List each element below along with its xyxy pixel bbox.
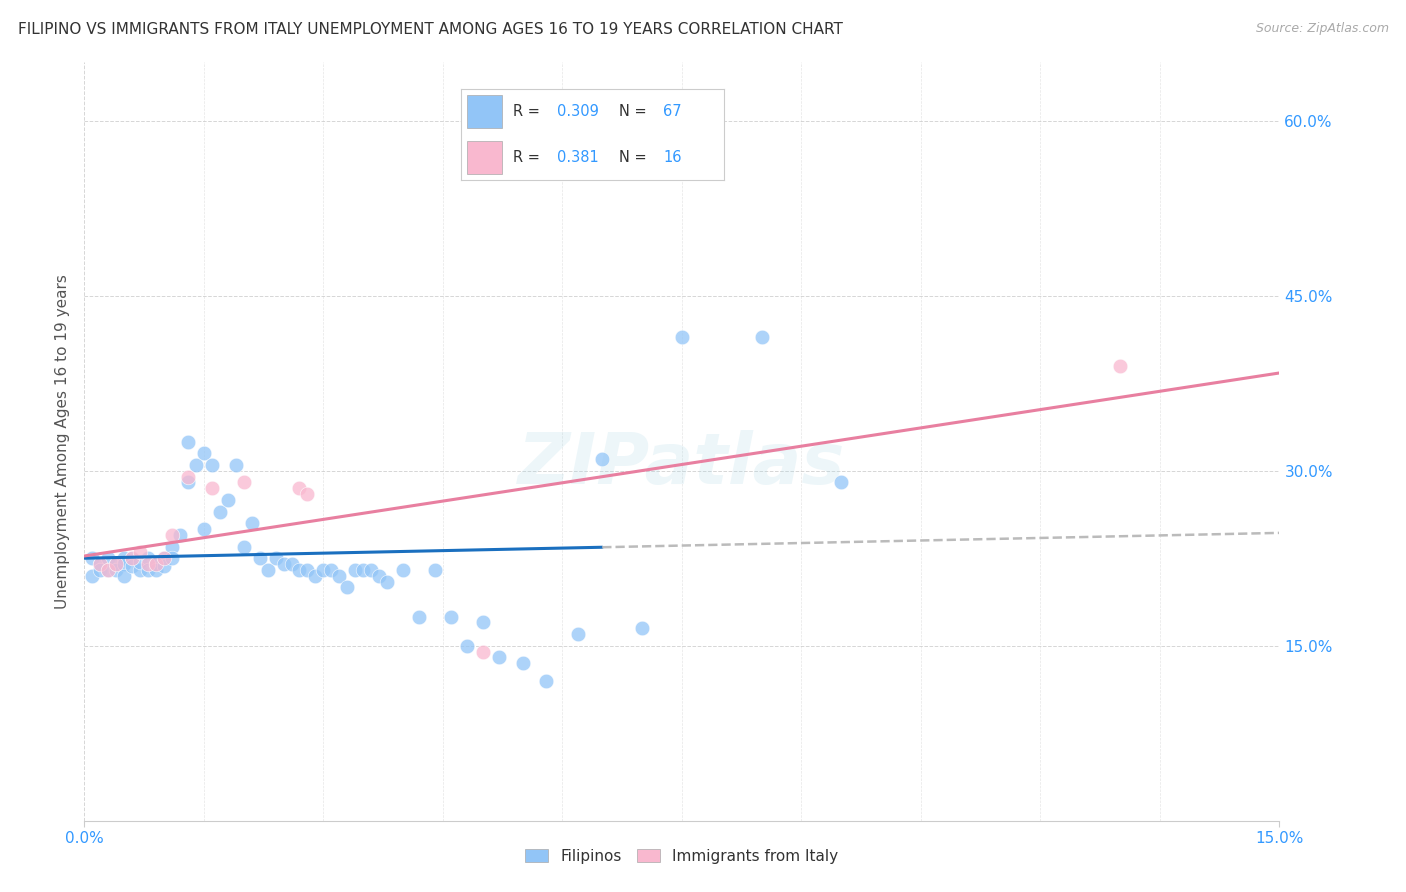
Point xyxy=(89,563,111,577)
Point xyxy=(232,475,254,490)
Point xyxy=(280,557,302,571)
Point xyxy=(304,568,326,582)
Point xyxy=(153,559,176,574)
Point xyxy=(264,551,287,566)
Point xyxy=(184,458,207,472)
Point xyxy=(112,568,135,582)
Point xyxy=(830,475,852,490)
Point xyxy=(368,568,391,582)
Point xyxy=(471,615,494,630)
Point xyxy=(129,545,152,559)
Point xyxy=(297,563,319,577)
Point xyxy=(440,609,463,624)
Point xyxy=(160,551,183,566)
Point xyxy=(751,329,773,343)
Point xyxy=(136,551,159,566)
Point xyxy=(471,644,494,658)
Point xyxy=(89,557,111,571)
Point xyxy=(423,563,446,577)
Point xyxy=(488,650,510,665)
Point xyxy=(512,656,534,670)
Point xyxy=(105,557,128,571)
Point xyxy=(105,557,128,571)
Point xyxy=(328,568,350,582)
Point xyxy=(232,540,254,554)
Point xyxy=(160,528,183,542)
Point xyxy=(153,551,176,566)
Point xyxy=(112,557,135,571)
Point xyxy=(312,563,335,577)
Point xyxy=(160,540,183,554)
Point xyxy=(591,452,613,467)
Point xyxy=(456,639,478,653)
Text: ZIPatlas: ZIPatlas xyxy=(519,430,845,499)
Text: Source: ZipAtlas.com: Source: ZipAtlas.com xyxy=(1256,22,1389,36)
Point xyxy=(97,563,120,577)
Point xyxy=(97,551,120,566)
Point xyxy=(153,551,176,566)
Point xyxy=(145,557,167,571)
Point xyxy=(249,551,271,566)
Point xyxy=(193,446,215,460)
Point xyxy=(631,621,654,635)
Point xyxy=(344,563,367,577)
Point xyxy=(193,522,215,536)
Point xyxy=(201,481,224,495)
Point xyxy=(129,563,152,577)
Point xyxy=(536,673,558,688)
Point xyxy=(336,580,359,594)
Point xyxy=(256,563,278,577)
Point xyxy=(112,551,135,566)
Point xyxy=(288,481,311,495)
Point xyxy=(288,563,311,577)
Point xyxy=(208,504,231,518)
Point xyxy=(671,329,693,343)
Point xyxy=(392,563,415,577)
Point xyxy=(360,563,382,577)
Point xyxy=(129,555,152,569)
Point xyxy=(97,563,120,577)
Point xyxy=(1109,359,1132,373)
Point xyxy=(217,492,239,507)
Point xyxy=(408,609,430,624)
Point xyxy=(201,458,224,472)
Point xyxy=(240,516,263,531)
Point xyxy=(145,557,167,571)
Point xyxy=(375,574,398,589)
Point xyxy=(177,469,200,483)
Legend: Filipinos, Immigrants from Italy: Filipinos, Immigrants from Italy xyxy=(519,843,845,870)
Point xyxy=(225,458,247,472)
Y-axis label: Unemployment Among Ages 16 to 19 years: Unemployment Among Ages 16 to 19 years xyxy=(55,274,70,609)
Point xyxy=(82,568,104,582)
Point xyxy=(321,563,343,577)
Text: FILIPINO VS IMMIGRANTS FROM ITALY UNEMPLOYMENT AMONG AGES 16 TO 19 YEARS CORRELA: FILIPINO VS IMMIGRANTS FROM ITALY UNEMPL… xyxy=(18,22,844,37)
Point xyxy=(121,551,143,566)
Point xyxy=(136,557,159,571)
Point xyxy=(82,551,104,566)
Point xyxy=(177,434,200,449)
Point xyxy=(273,557,295,571)
Point xyxy=(121,559,143,574)
Point xyxy=(105,563,128,577)
Point xyxy=(136,563,159,577)
Point xyxy=(169,528,191,542)
Point xyxy=(89,557,111,571)
Point xyxy=(297,487,319,501)
Point xyxy=(352,563,374,577)
Point xyxy=(177,475,200,490)
Point xyxy=(567,627,589,641)
Point xyxy=(145,563,167,577)
Point xyxy=(121,551,143,566)
